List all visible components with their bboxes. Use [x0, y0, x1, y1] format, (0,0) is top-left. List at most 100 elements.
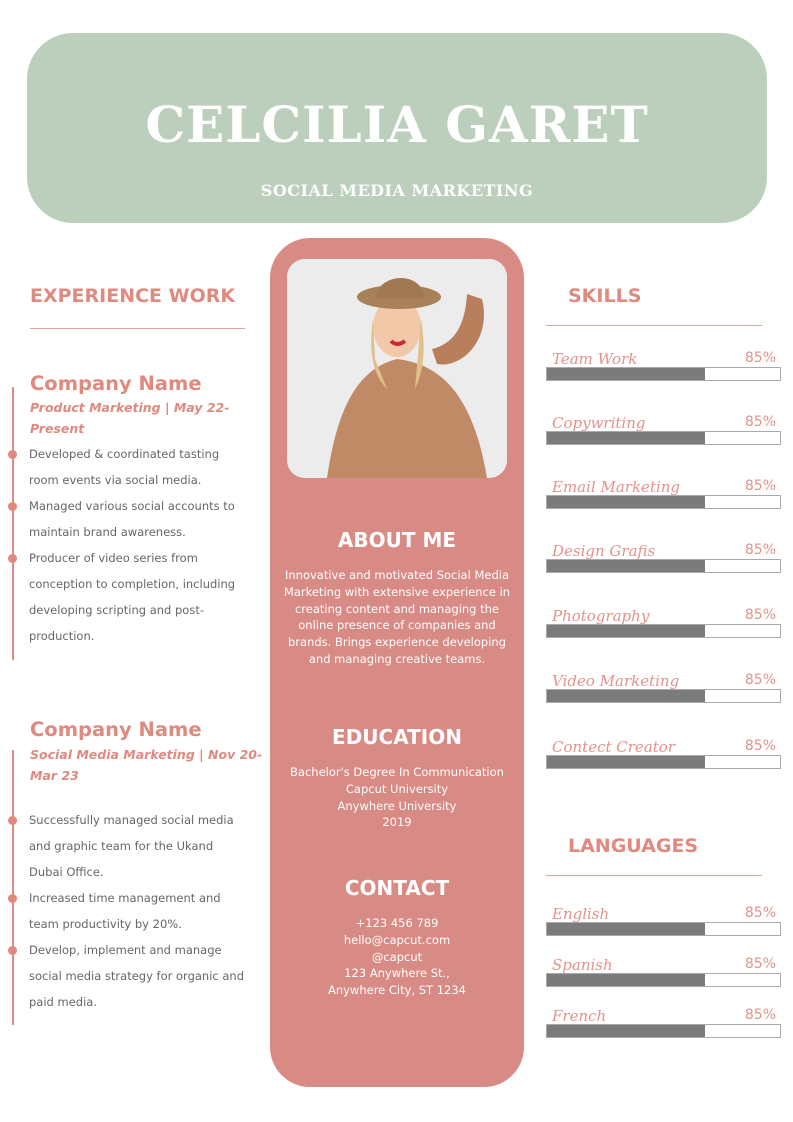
about-heading: ABOUT ME	[337, 528, 457, 552]
bullet-text: Dubai Office.	[29, 865, 104, 879]
candidate-name: CELCILIA GARET	[145, 95, 649, 154]
bullet-text: Develop, implement and manage	[29, 943, 222, 957]
percent-label: 85%	[744, 414, 776, 430]
percent-label: 85%	[744, 542, 776, 558]
skill-label: Video Marketing	[552, 672, 680, 690]
skill-item: Team Work 85%	[552, 350, 776, 368]
bullet-text: team productivity by 20%.	[29, 917, 182, 931]
skill-item: Design Grafis 85%	[552, 542, 776, 560]
bullet-text: Increased time management and	[29, 891, 221, 905]
bullet-text: Successfully managed social media	[29, 813, 234, 827]
center-column: ABOUT ME Innovative and motivated Social…	[270, 238, 524, 1087]
bullet-text: and graphic team for the Ukand	[29, 839, 214, 853]
progress-bar	[546, 973, 781, 987]
progress-fill	[547, 432, 706, 444]
contact-lines: +123 456 789 hello@capcut.com @capcut 12…	[278, 915, 516, 999]
bullet-text: Producer of video series from	[29, 551, 198, 565]
contact-handle[interactable]: @capcut	[371, 949, 423, 964]
languages-heading: LANGUAGES	[568, 835, 699, 857]
divider	[546, 875, 762, 876]
skills-heading: SKILLS	[568, 285, 642, 307]
progress-fill	[547, 625, 706, 637]
bullet-text: paid media.	[29, 995, 97, 1009]
skill-label: Email Marketing	[552, 478, 681, 496]
bullet-text: social media strategy for organic and	[29, 969, 245, 983]
percent-label: 85%	[744, 956, 776, 972]
bullet-text: production.	[29, 629, 95, 643]
divider	[546, 325, 762, 326]
bullet-text: Developed & coordinated tasting	[29, 447, 220, 461]
percent-label: 85%	[744, 350, 776, 366]
percent-label: 85%	[744, 478, 776, 494]
education-heading: EDUCATION	[332, 725, 462, 749]
education-school: Capcut University	[345, 781, 449, 796]
skill-label: Copywriting	[552, 414, 646, 432]
education-school-2: Anywhere University	[337, 798, 457, 813]
progress-fill	[547, 756, 706, 768]
bullet-dot-icon	[8, 502, 17, 511]
language-label: Spanish	[552, 956, 613, 974]
progress-fill	[547, 974, 706, 986]
progress-fill	[547, 1025, 706, 1037]
bullet-text: developing scripting and post-	[29, 603, 204, 617]
bullet-dot-icon	[8, 894, 17, 903]
company-name: Company Name	[30, 372, 202, 395]
contact-phone[interactable]: +123 456 789	[355, 916, 439, 930]
percent-label: 85%	[744, 1007, 776, 1023]
timeline-line	[12, 387, 14, 660]
bullet-dot-icon	[8, 946, 17, 955]
candidate-role: SOCIAL MEDIA MARKETING	[260, 181, 534, 200]
skill-item: Video Marketing 85%	[552, 672, 776, 690]
bullet-list: Developed & coordinated tasting room even…	[29, 441, 269, 649]
timeline-line	[12, 750, 14, 1025]
divider	[30, 328, 245, 329]
bullet-text: Managed various social accounts to	[29, 499, 235, 513]
percent-label: 85%	[744, 607, 776, 623]
contact-address-1: 123 Anywhere St.,	[344, 966, 450, 981]
bullet-text: maintain brand awareness.	[29, 525, 186, 539]
header-banner: CELCILIA GARET SOCIAL MEDIA MARKETING	[27, 33, 767, 223]
progress-bar	[546, 559, 781, 573]
skill-label: Photography	[552, 607, 650, 625]
contact-email[interactable]: hello@capcut.com	[343, 932, 451, 947]
skill-label: Contect Creator	[552, 738, 675, 756]
language-label: English	[552, 905, 610, 923]
experience-heading: EXPERIENCE WORK	[30, 285, 236, 307]
language-label: French	[552, 1007, 607, 1025]
company-name: Company Name	[30, 718, 202, 741]
progress-fill	[547, 496, 706, 508]
education-year: 2019	[382, 815, 412, 830]
progress-bar	[546, 495, 781, 509]
profile-photo	[287, 259, 507, 478]
skill-label: Design Grafis	[552, 542, 656, 560]
progress-bar	[546, 431, 781, 445]
bullet-dot-icon	[8, 816, 17, 825]
percent-label: 85%	[744, 672, 776, 688]
progress-bar	[546, 689, 781, 703]
contact-heading: CONTACT	[344, 876, 450, 900]
percent-label: 85%	[744, 738, 776, 754]
skill-item: Contect Creator 85%	[552, 738, 776, 756]
progress-bar	[546, 1024, 781, 1038]
skill-item: Photography 85%	[552, 607, 776, 625]
bullet-list: Successfully managed social media and gra…	[29, 807, 269, 1015]
bullet-text: conception to completion, including	[29, 577, 236, 591]
progress-fill	[547, 690, 706, 702]
progress-bar	[546, 624, 781, 638]
skill-label: Team Work	[552, 350, 638, 368]
bullet-dot-icon	[8, 554, 17, 563]
skill-item: Copywriting 85%	[552, 414, 776, 432]
skill-item: Email Marketing 85%	[552, 478, 776, 496]
bullet-text: room events via social media.	[29, 473, 202, 487]
language-item: Spanish 85%	[552, 956, 776, 974]
progress-bar	[546, 367, 781, 381]
progress-bar	[546, 755, 781, 769]
education-lines: Bachelor's Degree In Communication Capcu…	[278, 764, 516, 831]
language-item: French 85%	[552, 1007, 776, 1025]
language-item: English 85%	[552, 905, 776, 923]
progress-bar	[546, 922, 781, 936]
bullet-dot-icon	[8, 450, 17, 459]
job-subtitle: Social Media Marketing | Nov 20-Mar 23	[30, 747, 263, 783]
percent-label: 85%	[744, 905, 776, 921]
